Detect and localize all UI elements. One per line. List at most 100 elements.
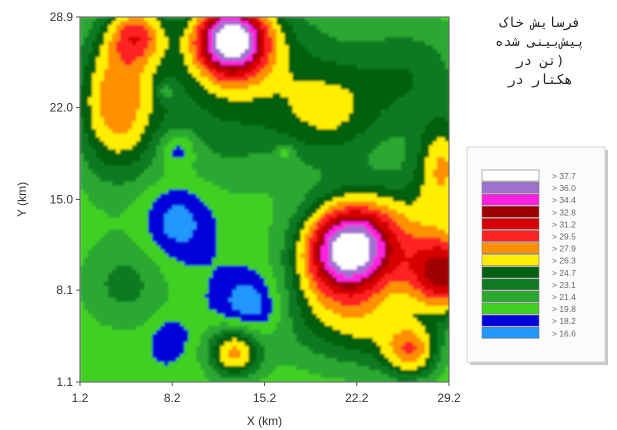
heatmap-cell bbox=[444, 97, 449, 102]
heatmap-cell bbox=[372, 105, 378, 110]
heatmap-cell bbox=[240, 165, 246, 171]
heatmap-cell bbox=[280, 69, 286, 74]
heatmap-cell bbox=[80, 137, 85, 142]
heatmap-cell bbox=[88, 229, 93, 235]
heatmap-cell bbox=[144, 45, 149, 50]
heatmap-cell bbox=[300, 149, 306, 154]
heatmap-cell bbox=[316, 117, 322, 122]
heatmap-cell bbox=[316, 57, 322, 62]
heatmap-cell bbox=[324, 145, 330, 150]
heatmap-cell bbox=[212, 197, 217, 203]
heatmap-cell bbox=[292, 117, 298, 122]
heatmap-cell bbox=[128, 117, 133, 122]
heatmap-cell bbox=[380, 117, 386, 122]
heatmap-cell bbox=[296, 125, 302, 130]
heatmap-cell bbox=[408, 189, 414, 195]
heatmap-cell bbox=[308, 193, 314, 199]
heatmap-cell bbox=[248, 229, 254, 235]
heatmap-cell bbox=[308, 81, 314, 86]
heatmap-cell bbox=[200, 33, 205, 38]
heatmap-cell bbox=[348, 101, 354, 106]
heatmap-cell bbox=[192, 185, 197, 191]
heatmap-cell bbox=[140, 145, 145, 150]
heatmap-cell bbox=[400, 141, 406, 146]
heatmap-cell bbox=[252, 193, 258, 199]
heatmap-cell bbox=[368, 153, 374, 158]
heatmap-cell bbox=[184, 25, 189, 30]
heatmap-cell bbox=[312, 53, 318, 58]
heatmap-cell bbox=[368, 141, 374, 146]
heatmap-cell bbox=[80, 125, 85, 130]
heatmap-cell bbox=[80, 77, 85, 82]
heatmap-cell bbox=[380, 113, 386, 118]
heatmap-cell bbox=[276, 225, 282, 231]
heatmap-cell bbox=[84, 161, 89, 167]
heatmap-cell bbox=[188, 137, 193, 142]
heatmap-cell bbox=[148, 229, 153, 235]
heatmap-cell bbox=[164, 153, 169, 158]
heatmap-cell bbox=[156, 65, 161, 70]
heatmap-cell bbox=[272, 193, 278, 199]
heatmap-cell bbox=[308, 145, 314, 150]
heatmap-cell bbox=[428, 161, 434, 167]
heatmap-cell bbox=[392, 61, 398, 66]
heatmap-cell bbox=[140, 185, 145, 191]
heatmap-cell bbox=[304, 209, 310, 215]
heatmap-cell bbox=[420, 149, 426, 154]
heatmap-cell bbox=[428, 137, 434, 142]
heatmap-cell bbox=[140, 93, 145, 98]
heatmap-cell bbox=[356, 85, 362, 90]
heatmap-cell bbox=[384, 93, 390, 98]
heatmap-cell bbox=[308, 169, 314, 175]
heatmap-cell bbox=[444, 17, 449, 22]
heatmap-cell bbox=[132, 173, 137, 179]
heatmap-cell bbox=[192, 173, 197, 179]
heatmap-cell bbox=[388, 137, 394, 142]
heatmap-cell bbox=[380, 165, 386, 171]
heatmap-cell bbox=[444, 125, 449, 130]
heatmap-cell bbox=[412, 57, 418, 62]
heatmap-cell bbox=[160, 217, 165, 223]
heatmap-cell bbox=[112, 69, 117, 74]
heatmap-cell bbox=[360, 109, 366, 114]
heatmap-cell bbox=[92, 137, 97, 142]
heatmap-cell bbox=[104, 129, 109, 134]
heatmap-cell bbox=[304, 229, 310, 235]
heatmap-cell bbox=[112, 21, 117, 26]
heatmap-cell bbox=[192, 61, 197, 66]
heatmap-cell bbox=[232, 113, 238, 118]
heatmap-cell bbox=[228, 161, 234, 167]
heatmap-cell bbox=[192, 217, 197, 223]
heatmap-cell bbox=[116, 53, 121, 58]
heatmap-cell bbox=[228, 105, 234, 110]
heatmap-cell bbox=[92, 61, 97, 66]
heatmap-cell bbox=[120, 201, 125, 207]
heatmap-cell bbox=[424, 29, 430, 34]
heatmap-cell bbox=[252, 53, 258, 58]
heatmap-cell bbox=[424, 85, 430, 90]
heatmap-cell bbox=[244, 149, 250, 154]
heatmap-cell bbox=[400, 33, 406, 38]
heatmap-cell bbox=[236, 229, 242, 235]
heatmap-cell bbox=[248, 209, 254, 215]
heatmap-cell bbox=[200, 57, 205, 62]
heatmap-cell bbox=[140, 81, 145, 86]
heatmap-cell bbox=[216, 161, 221, 167]
heatmap-cell bbox=[280, 197, 286, 203]
heatmap-cell bbox=[276, 65, 282, 70]
heatmap-cell bbox=[428, 77, 434, 82]
heatmap-cell bbox=[376, 181, 382, 187]
heatmap-cell bbox=[168, 89, 173, 94]
heatmap-cell bbox=[196, 53, 201, 58]
heatmap-cell bbox=[148, 193, 153, 199]
heatmap-cell bbox=[236, 205, 242, 211]
heatmap-cell bbox=[324, 185, 330, 191]
heatmap-cell bbox=[212, 17, 217, 22]
heatmap-cell bbox=[288, 45, 294, 50]
heatmap-cell bbox=[112, 229, 117, 235]
heatmap-cell bbox=[220, 145, 225, 150]
heatmap-cell bbox=[200, 153, 205, 158]
heatmap-cell bbox=[148, 201, 153, 207]
heatmap-cell bbox=[292, 65, 298, 70]
heatmap-cell bbox=[220, 165, 225, 171]
